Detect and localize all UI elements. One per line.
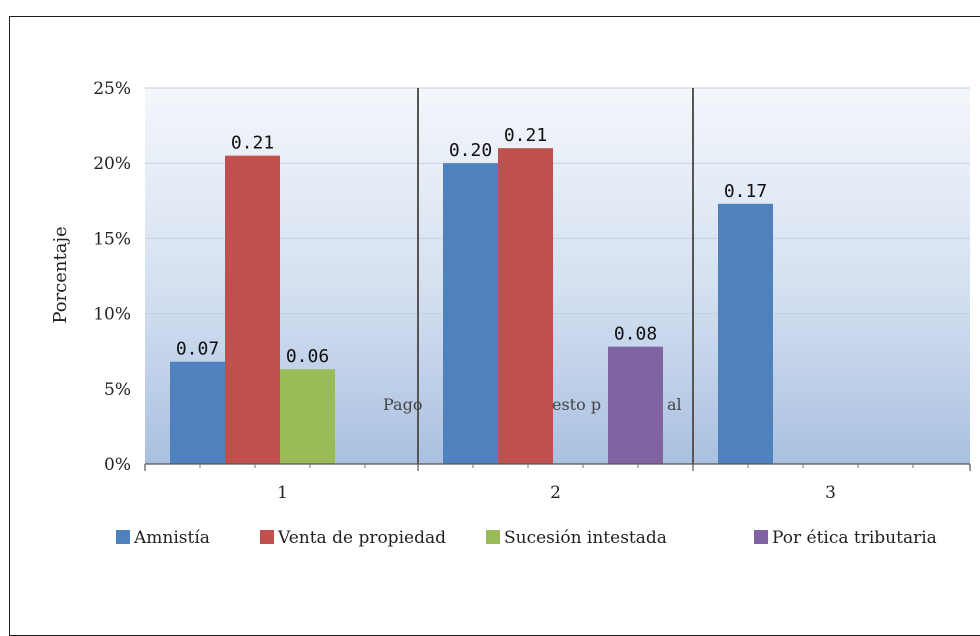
legend-swatch [754,530,768,544]
x-tick-label: 3 [825,483,836,503]
overlay-text-fragment: esto p [552,395,601,414]
bar [608,346,663,464]
bar-value-label: 0.07 [176,339,219,360]
legend-label: Sucesión intestada [504,528,667,548]
x-tick-label: 2 [550,483,561,503]
y-tick-label: 25% [93,79,131,99]
bar-labels: 0.07 0.20 0.17 0.21 0.21 0.06 0.08 [176,125,767,367]
legend-label: Por ética tributaria [772,528,937,548]
bar [280,369,335,464]
bar-chart: 0.07 0.20 0.17 0.21 0.21 0.06 0.08 Pago esto p a… [50,79,971,548]
y-tick-label: 5% [104,380,131,400]
bar-value-label: 0.17 [724,181,767,202]
bar-value-label: 0.21 [504,125,547,146]
y-tick-label: 0% [104,455,131,475]
y-axis-ticks: 0% 5% 10% 15% 20% 25% [93,79,131,475]
y-axis-title: Porcentaje [50,226,71,323]
legend-swatch [260,530,274,544]
bars [170,148,773,465]
bar [718,203,773,465]
legend-swatch [116,530,130,544]
legend-swatch [486,530,500,544]
gridlines [145,87,970,390]
bar [170,361,225,464]
legend-label: Amnistía [133,528,210,548]
overlay-text-fragment: Pago [383,395,422,414]
x-tick-label: 1 [277,483,288,503]
bar [443,163,498,464]
overlay-text: Pago esto p al [383,395,682,414]
bar-value-label: 0.08 [614,324,657,345]
category-dividers [417,88,694,464]
y-tick-label: 20% [93,154,131,174]
legend: Amnistía Venta de propiedad Sucesión intes… [116,528,937,548]
bar-value-label: 0.21 [231,133,274,154]
legend-label: Venta de propiedad [277,528,446,548]
bar [498,148,553,464]
bar [225,155,280,464]
y-tick-label: 10% [93,305,131,325]
y-tick-label: 15% [93,229,131,249]
x-axis-ticks: 1 2 3 [144,464,971,503]
bar-value-label: 0.20 [449,140,492,161]
bar-value-label: 0.06 [286,346,329,367]
overlay-text-fragment: al [667,395,682,414]
